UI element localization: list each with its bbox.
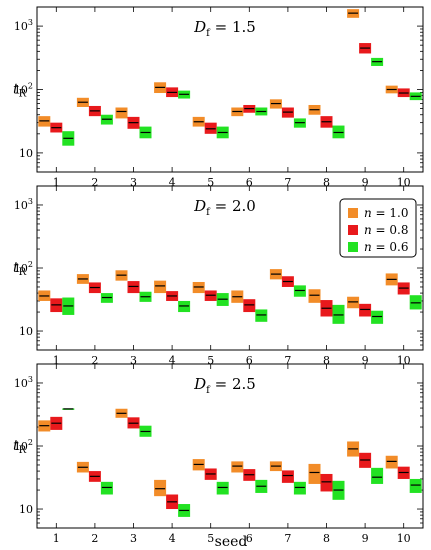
x-tick-label: 2 [91,354,98,367]
y-tick-label: 103 [14,197,33,212]
panel-title: Df = 2.0 [193,197,256,218]
box-seed7-series3 [293,481,306,495]
x-axis-label: seed [215,534,248,550]
y-tick-label: 103 [14,375,33,390]
x-tick-label: 3 [130,176,137,189]
x-tick-label: 5 [207,176,214,189]
box-seed9-series2 [359,303,372,317]
panel-title: Df = 2.5 [193,375,256,396]
box-seed9-series3 [371,310,384,324]
box-seed8-series1 [308,289,321,303]
x-tick-label: 7 [284,176,291,189]
y-tick-label: 102 [14,438,33,453]
y-tick-label: 10 [19,147,33,160]
x-tick-label: 9 [362,354,369,367]
x-tick-label: 4 [169,532,176,545]
box-seed2-series3 [100,481,113,495]
x-tick-label: 1 [53,532,60,545]
x-tick-label: 1 [53,354,60,367]
x-tick-label: 7 [284,354,291,367]
box-seed4-series1 [154,479,167,497]
panel-title: Df = 1.5 [193,18,256,39]
box-seed10-series3 [409,478,422,493]
box-seed6-series3 [255,309,268,322]
x-tick-label: 2 [91,176,98,189]
y-tick-label: 103 [14,18,33,33]
x-tick-label: 6 [246,176,253,189]
x-tick-label: 6 [246,354,253,367]
box-seed5-series3 [216,481,229,495]
box-seed7-series2 [281,470,294,483]
x-tick-label: 9 [362,532,369,545]
x-tick-label: 7 [284,532,291,545]
y-tick-label: 102 [14,260,33,275]
x-tick-label: 5 [207,532,214,545]
x-tick-label: 4 [169,176,176,189]
x-tick-label: 3 [130,532,137,545]
x-tick-label: 8 [323,354,330,367]
box-seed3-series2 [127,281,140,294]
x-tick-label: 3 [130,354,137,367]
box-seed9-series3 [371,467,384,484]
x-tick-label: 1 [53,176,60,189]
legend-label: n = 0.6 [364,240,409,254]
legend-label: n = 1.0 [364,206,409,220]
x-tick-label: 8 [323,176,330,189]
x-tick-label: 6 [246,532,253,545]
box-seed6-series1 [231,461,244,473]
box-seed10-series1 [385,455,398,469]
legend-box [339,198,417,258]
legend: n = 1.0 n = 0.8 n = 0.6 [339,198,417,258]
x-tick-label: 4 [169,354,176,367]
x-tick-label: 9 [362,176,369,189]
x-tick-label: 5 [207,354,214,367]
y-tick-label: 10 [19,503,33,516]
legend-label: n = 0.8 [364,223,409,237]
x-tick-label: 8 [323,532,330,545]
x-tick-label: 10 [397,532,411,545]
box-seed6-series2 [243,299,256,313]
box-seed8-series1 [308,463,321,484]
y-tick-label: 10 [19,325,33,338]
x-tick-label: 2 [91,532,98,545]
legend-swatch [348,208,358,218]
box-seed4-series1 [154,280,167,294]
box-seed3-series1 [115,107,128,119]
y-tick-label: 102 [14,82,33,97]
legend-swatch [348,225,358,235]
box-seed8-series2 [320,473,333,492]
legend-swatch [348,242,358,252]
